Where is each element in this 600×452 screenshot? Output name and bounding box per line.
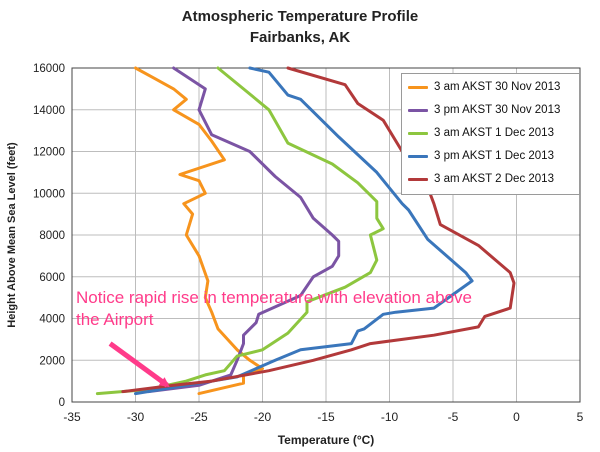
x-tick-label: -5 (448, 410, 459, 424)
plot-area-border (71, 67, 581, 403)
legend-item-3: 3 am AKST 1 Dec 2013 (408, 123, 554, 143)
legend-item-5: 3 am AKST 2 Dec 2013 (408, 169, 554, 189)
x-tick-label: -20 (254, 410, 272, 424)
annotation-line-1: Notice rapid rise in temperature with el… (76, 288, 472, 307)
series-line-1 (134, 66, 264, 396)
x-tick-label: -10 (381, 410, 399, 424)
y-tick-label: 8000 (39, 230, 65, 242)
legend-label: 3 am AKST 1 Dec 2013 (434, 127, 554, 139)
chart-subtitle: Fairbanks, AK (249, 29, 351, 46)
legend-label: 3 pm AKST 1 Dec 2013 (434, 150, 554, 162)
y-tick-label: 0 (59, 397, 65, 409)
y-tick-label: 16000 (33, 63, 65, 75)
y-tick-label: 14000 (33, 105, 65, 117)
x-axis-label: Temperature (°C) (278, 433, 375, 447)
legend-label: 3 am AKST 30 Nov 2013 (434, 81, 561, 93)
y-tick-label: 12000 (33, 147, 65, 159)
x-tick-label: 5 (577, 410, 584, 424)
chart-title: Atmospheric Temperature Profile (181, 8, 419, 25)
series-line-4 (134, 66, 474, 396)
x-tick-label: -15 (317, 410, 335, 424)
annotation-text: Notice rapid rise in temperature with el… (76, 287, 576, 331)
series-line-3 (95, 66, 385, 396)
legend-swatch (408, 177, 428, 181)
y-tick-label: 2000 (39, 355, 65, 367)
y-tick-label: 4000 (39, 314, 65, 326)
legend-item-4: 3 pm AKST 1 Dec 2013 (408, 146, 554, 166)
legend-label: 3 am AKST 2 Dec 2013 (434, 173, 554, 185)
x-tick-label: -30 (127, 410, 145, 424)
legend-swatch (408, 131, 428, 135)
legend: 3 am AKST 30 Nov 2013 3 pm AKST 30 Nov 2… (401, 73, 580, 195)
x-tick-label: -25 (190, 410, 208, 424)
annotation-line-2: the Airport (76, 310, 154, 329)
series-line-5 (121, 66, 516, 394)
legend-swatch (408, 85, 428, 89)
legend-swatch (408, 108, 428, 112)
annotation-arrow-line (108, 341, 170, 388)
y-tick-label: 6000 (39, 272, 65, 284)
y-tick-label: 10000 (33, 188, 65, 200)
y-axis-label: Height Above Mean Sea Level (feet) (6, 142, 18, 328)
legend-item-1: 3 am AKST 30 Nov 2013 (408, 77, 560, 97)
legend-item-2: 3 pm AKST 30 Nov 2013 (408, 100, 560, 120)
series-lines (95, 66, 516, 396)
x-tick-label: -35 (63, 410, 81, 424)
annotation-arrow (108, 341, 170, 388)
tick-labels: -35 -30 -25 -20 -15 -10 -5 0 5 0 2000 4000 6000 8000 1… (33, 63, 584, 424)
legend-swatch (408, 154, 428, 158)
x-tick-label: 0 (513, 410, 520, 424)
legend-label: 3 pm AKST 30 Nov 2013 (434, 104, 561, 116)
series-line-2 (146, 66, 341, 394)
